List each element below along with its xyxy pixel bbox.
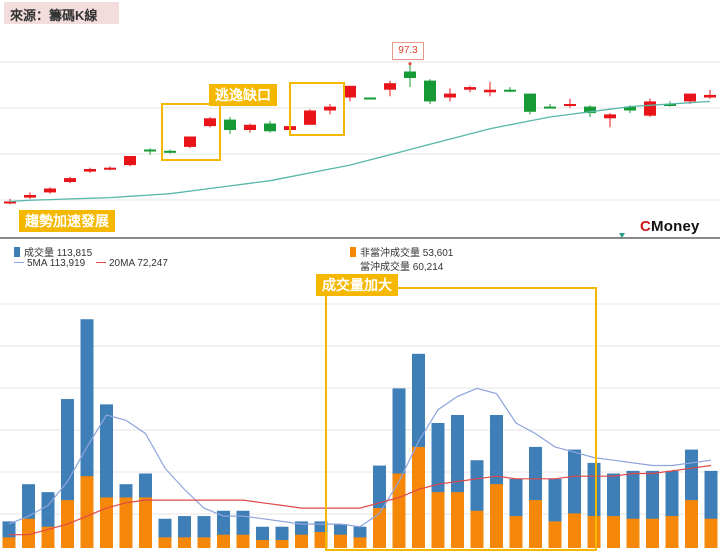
candle-body bbox=[544, 106, 556, 109]
non-daytrade-bar bbox=[256, 540, 269, 548]
highlight-box-volume bbox=[325, 287, 597, 551]
non-daytrade-bar bbox=[275, 540, 289, 548]
candle-body bbox=[504, 89, 516, 92]
candle-body bbox=[264, 123, 276, 132]
non-daytrade-bar bbox=[451, 492, 464, 548]
candle-body bbox=[424, 80, 436, 102]
non-daytrade-bar bbox=[100, 497, 113, 548]
candle-body bbox=[444, 93, 456, 98]
source-label: 來源：籌碼K線 bbox=[10, 8, 98, 23]
callout-volume: 成交量加大 bbox=[316, 274, 398, 296]
candle-body bbox=[184, 136, 196, 147]
peak-marker bbox=[408, 62, 412, 66]
candle-body bbox=[464, 87, 476, 90]
volume-ma20-line bbox=[9, 464, 712, 536]
non-daytrade-bar bbox=[568, 513, 581, 548]
legend-ma5-ma20: 5MA 113,919 20MA 72,247 bbox=[14, 258, 168, 269]
candle-body bbox=[524, 93, 536, 112]
legend-volume: 成交量 113,815 bbox=[14, 244, 92, 259]
candle-body bbox=[484, 89, 496, 93]
non-daytrade-bar bbox=[392, 473, 406, 548]
candle-body bbox=[144, 149, 156, 152]
callout-trend: 趨勢加速發展 bbox=[19, 210, 115, 232]
candle-body bbox=[4, 201, 16, 204]
candle-body bbox=[304, 110, 316, 125]
marker-icon bbox=[619, 233, 625, 238]
candle-body bbox=[364, 97, 376, 100]
non-daytrade-bar bbox=[314, 532, 328, 548]
candle-body bbox=[664, 104, 676, 106]
legend-daytrade: 當沖成交量 60,214 bbox=[360, 262, 444, 273]
candle-body bbox=[204, 118, 216, 127]
non-daytrade-bar bbox=[529, 500, 542, 548]
candle-body bbox=[344, 85, 356, 98]
non-daytrade-bar bbox=[470, 510, 484, 548]
non-daytrade-bar bbox=[490, 484, 503, 548]
non-daytrade-bar bbox=[22, 518, 35, 548]
candle-body bbox=[84, 169, 96, 172]
candle-body bbox=[604, 114, 616, 119]
non-daytrade-bar bbox=[80, 476, 94, 548]
candle-body bbox=[24, 195, 36, 198]
non-daytrade-bar bbox=[334, 534, 347, 548]
non-daytrade-bar bbox=[295, 534, 308, 548]
non-daytrade-bar bbox=[509, 516, 523, 548]
non-daytrade-bar bbox=[431, 492, 445, 548]
candle-body bbox=[564, 104, 576, 106]
non-daytrade-bar bbox=[665, 516, 679, 548]
non-daytrade-bar bbox=[548, 521, 562, 548]
candle-body bbox=[704, 94, 716, 98]
non-daytrade-bar bbox=[197, 537, 211, 548]
non-daytrade-bar bbox=[353, 537, 367, 548]
candle-body bbox=[124, 156, 136, 166]
non-daytrade-bar bbox=[626, 518, 640, 548]
candle-body bbox=[324, 106, 336, 111]
candle-body bbox=[64, 178, 76, 182]
non-daytrade-bar bbox=[373, 508, 386, 548]
peak-price-label: 97.3 bbox=[392, 42, 424, 60]
source-label-box bbox=[4, 2, 119, 24]
non-daytrade-bar bbox=[685, 500, 698, 548]
legend-non-daytrade: 非當沖成交量 53,601 bbox=[350, 244, 453, 259]
non-daytrade-bar bbox=[236, 534, 250, 548]
candle-body bbox=[384, 83, 396, 90]
non-daytrade-bar bbox=[217, 534, 230, 548]
price-ma-line bbox=[9, 100, 711, 203]
non-daytrade-bar bbox=[119, 497, 133, 548]
candle-body bbox=[684, 93, 696, 102]
non-daytrade-bar bbox=[2, 537, 16, 548]
highlight-box-gap-1 bbox=[161, 103, 221, 161]
candle-body bbox=[584, 106, 596, 114]
callout-gap: 逃逸缺口 bbox=[209, 84, 277, 106]
volume-ma5-line bbox=[8, 387, 712, 528]
candle-body bbox=[104, 167, 116, 170]
candle-body bbox=[224, 119, 236, 130]
non-daytrade-bar bbox=[607, 516, 620, 548]
candle-body bbox=[644, 101, 656, 116]
candle-body bbox=[404, 71, 416, 78]
brand-logo: CMoney bbox=[640, 218, 700, 235]
candle-body bbox=[244, 124, 256, 130]
non-daytrade-bar bbox=[41, 526, 55, 548]
candle-body bbox=[624, 106, 636, 111]
candle-body bbox=[164, 150, 176, 153]
non-daytrade-bar bbox=[158, 537, 172, 548]
candle-body bbox=[44, 188, 56, 193]
non-daytrade-bar bbox=[646, 518, 659, 548]
non-daytrade-bar bbox=[139, 497, 152, 548]
non-daytrade-bar bbox=[704, 518, 718, 548]
highlight-box-gap-2 bbox=[289, 82, 345, 136]
non-daytrade-bar bbox=[178, 537, 191, 548]
non-daytrade-bar bbox=[587, 516, 601, 548]
non-daytrade-bar bbox=[412, 446, 425, 548]
